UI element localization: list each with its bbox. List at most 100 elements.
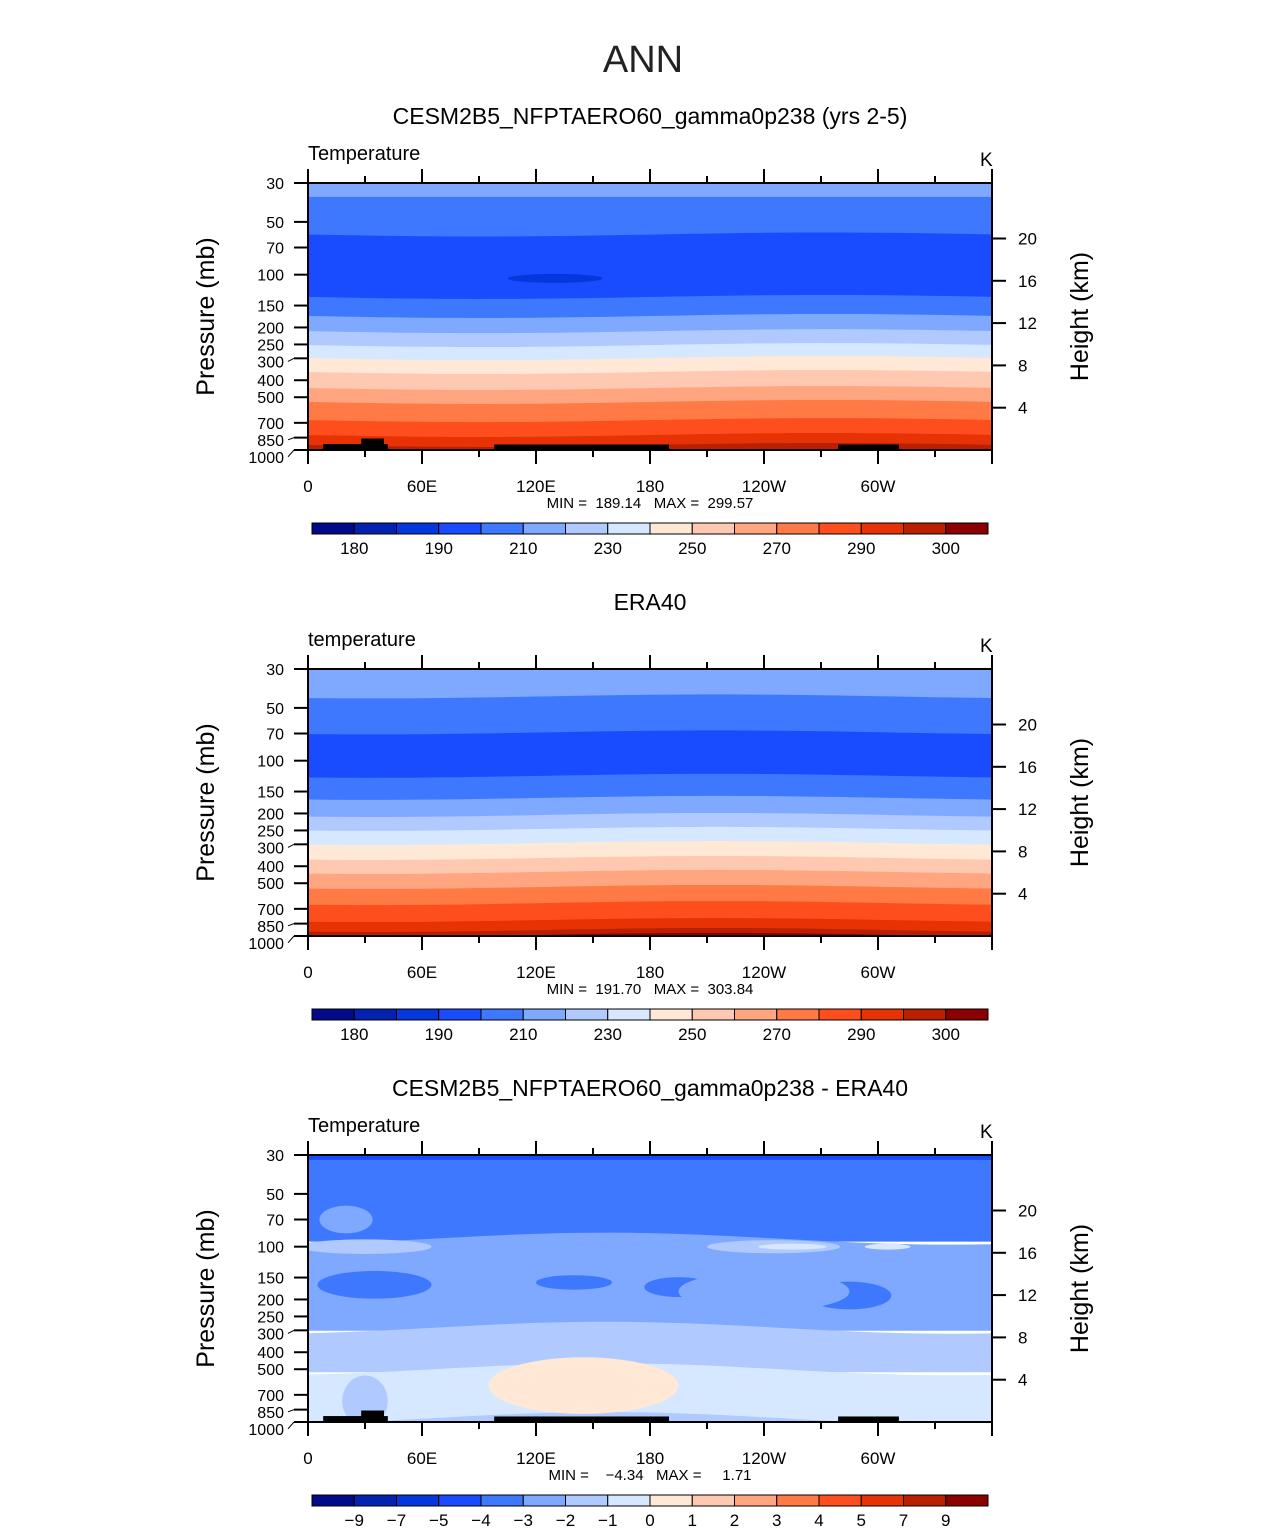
height-tick-label: 16 <box>1018 272 1037 291</box>
contour-region <box>758 1243 827 1250</box>
panel-2: ERA40 temperature K 0 60E 120E 180 120W 60W 30 50 7… <box>192 589 1094 1044</box>
y-tick-leader <box>287 1409 295 1413</box>
x-tick-label: 60E <box>407 477 437 496</box>
y-tick-leader <box>287 357 295 362</box>
topography <box>494 444 669 450</box>
x-tick-label: 60E <box>407 1449 437 1468</box>
y-tick-label: 500 <box>257 1362 284 1379</box>
colorbar-box <box>691 1494 735 1507</box>
contour-region <box>317 1270 432 1299</box>
colorbar-label: 210 <box>509 1025 537 1044</box>
y-tick-label: 400 <box>257 1345 284 1362</box>
colorbar-box <box>565 1008 609 1021</box>
contour-band <box>308 856 992 875</box>
colorbar-box <box>480 1494 524 1507</box>
y-tick-label: 70 <box>266 1213 284 1230</box>
contour-band <box>308 694 992 736</box>
units-label: K <box>980 636 993 657</box>
colorbar-box <box>860 522 904 535</box>
colorbar-box <box>734 1494 778 1507</box>
y-axis-label: Pressure (mb) <box>192 237 220 395</box>
contour-band <box>308 232 992 300</box>
colorbar-box <box>649 1494 693 1507</box>
y-tick-label: 70 <box>266 727 284 744</box>
figure-title: ANN <box>603 39 683 81</box>
y-tick-label: 200 <box>257 1292 284 1309</box>
panel-title: CESM2B5_NFPTAERO60_gamma0p238 (yrs 2-5) <box>393 103 908 129</box>
colorbar-label: −2 <box>556 1511 575 1530</box>
colorbar-box <box>438 1008 482 1021</box>
y-tick-label: 1000 <box>248 936 284 953</box>
colorbar-label: 9 <box>941 1511 950 1530</box>
x-tick-label: 120W <box>742 477 786 496</box>
colorbar-box <box>438 1494 482 1507</box>
colorbar-box <box>691 522 735 535</box>
y-tick-label: 500 <box>257 876 284 893</box>
y-tick-label: 100 <box>257 268 284 285</box>
colorbar-label: 300 <box>932 539 960 558</box>
panel-1: CESM2B5_NFPTAERO60_gamma0p238 (yrs 2-5) T… <box>192 103 1094 558</box>
x-tick-label: 60W <box>861 963 896 982</box>
y-tick-label: 400 <box>257 373 284 390</box>
min-max-stats: MIN = 189.14 MAX = 299.57 <box>547 495 754 512</box>
y-tick-label: 30 <box>266 176 284 193</box>
contour-region <box>536 1275 612 1290</box>
colorbar-box <box>480 1008 524 1021</box>
contour-band <box>308 399 992 424</box>
x-tick-label: 120E <box>516 1449 556 1468</box>
y-tick-label: 200 <box>257 806 284 823</box>
colorbar-box <box>522 1008 566 1021</box>
topography <box>361 438 384 450</box>
height-tick-label: 8 <box>1018 356 1027 375</box>
colorbar-box <box>776 1008 820 1021</box>
colorbar-label: −9 <box>345 1511 364 1530</box>
colorbar-label: 3 <box>772 1511 781 1530</box>
colorbar-label: 180 <box>340 539 368 558</box>
height-tick-label: 8 <box>1018 842 1027 861</box>
y-axis-label: Pressure (mb) <box>192 723 220 881</box>
y-tick-label: 150 <box>257 299 284 316</box>
min-max-stats: MIN = 191.70 MAX = 303.84 <box>547 981 754 998</box>
contour-band <box>308 812 992 832</box>
colorbar-label: 250 <box>678 1025 706 1044</box>
colorbar-box <box>945 1008 989 1021</box>
topography <box>361 1410 384 1422</box>
colorbar-box <box>396 1008 440 1021</box>
contour-band <box>308 884 992 907</box>
y-tick-label: 850 <box>257 919 284 936</box>
contour-region <box>678 1271 850 1312</box>
y-tick-label: 50 <box>266 215 284 232</box>
contour-band <box>308 294 992 319</box>
colorbar-box <box>396 522 440 535</box>
height-tick-label: 12 <box>1018 314 1037 333</box>
colorbar-label: 250 <box>678 539 706 558</box>
units-label: K <box>980 150 993 171</box>
height-tick-label: 12 <box>1018 1286 1037 1305</box>
y-tick-label: 1000 <box>248 450 284 467</box>
y-tick-label: 100 <box>257 754 284 771</box>
colorbar-label: 270 <box>763 539 791 558</box>
plot-area <box>308 669 992 936</box>
colorbar-box <box>311 522 355 535</box>
panel-3: CESM2B5_NFPTAERO60_gamma0p238 - ERA40 Tem… <box>192 1075 1094 1530</box>
y-tick-label: 850 <box>257 433 284 450</box>
colorbar-box <box>438 522 482 535</box>
x-tick-label: 180 <box>636 1449 664 1468</box>
contour-region <box>507 273 603 283</box>
y-tick-label: 250 <box>257 823 284 840</box>
min-max-stats: MIN = −4.34 MAX = 1.71 <box>548 1467 751 1484</box>
colorbar-label: 210 <box>509 539 537 558</box>
y-tick-label: 300 <box>257 840 284 857</box>
y-tick-label: 30 <box>266 1148 284 1165</box>
colorbar-box <box>522 1494 566 1507</box>
colorbar-label: 230 <box>594 539 622 558</box>
contour-band <box>308 869 992 890</box>
y-tick-label: 100 <box>257 1240 284 1257</box>
colorbar-label: 190 <box>425 539 453 558</box>
colorbar-label: −5 <box>429 1511 448 1530</box>
y-tick-label: 250 <box>257 337 284 354</box>
colorbar-box <box>649 1008 693 1021</box>
colorbar-box <box>776 522 820 535</box>
plot-area <box>308 1155 992 1422</box>
